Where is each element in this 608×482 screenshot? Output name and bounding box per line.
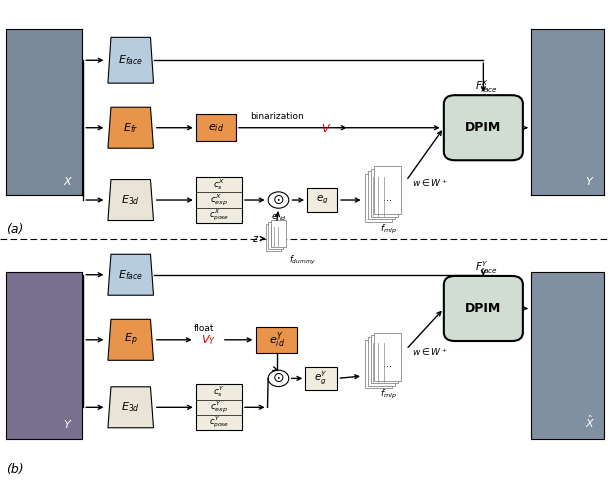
- Polygon shape: [108, 320, 153, 361]
- Text: $e'_{id}$: $e'_{id}$: [271, 211, 286, 223]
- Bar: [305, 367, 337, 390]
- Text: $\odot$: $\odot$: [272, 371, 285, 385]
- Text: $V_Y$: $V_Y$: [201, 333, 215, 347]
- Text: $E_{3d}$: $E_{3d}$: [121, 193, 140, 207]
- Bar: [368, 337, 395, 386]
- Bar: [268, 222, 283, 249]
- Polygon shape: [108, 38, 153, 83]
- Text: float: float: [193, 324, 214, 333]
- FancyBboxPatch shape: [444, 95, 523, 160]
- Polygon shape: [108, 180, 153, 221]
- Text: $\odot$: $\odot$: [272, 192, 285, 207]
- Text: $c_{pose}^X$: $c_{pose}^X$: [209, 208, 229, 223]
- Text: $E_{face}$: $E_{face}$: [118, 268, 143, 281]
- Text: $c_s^Y$: $c_s^Y$: [213, 385, 225, 400]
- Text: $E_{3d}$: $E_{3d}$: [121, 401, 140, 414]
- Text: DPIM: DPIM: [465, 121, 502, 134]
- Text: binarization: binarization: [250, 112, 303, 121]
- Polygon shape: [108, 254, 153, 295]
- Bar: [266, 224, 281, 251]
- Text: $c_{exp}^Y$: $c_{exp}^Y$: [210, 400, 228, 415]
- Text: $f_{mlp}$: $f_{mlp}$: [379, 388, 396, 401]
- Bar: [365, 174, 392, 222]
- Bar: [196, 177, 241, 223]
- Text: $E_p$: $E_p$: [124, 332, 137, 348]
- Text: $e_{id}$: $e_{id}$: [208, 122, 224, 134]
- Text: $c_{exp}^X$: $c_{exp}^X$: [210, 192, 228, 208]
- Text: $V$: $V$: [322, 122, 331, 134]
- Polygon shape: [108, 387, 153, 428]
- Text: $f_{dummy}$: $f_{dummy}$: [289, 254, 316, 267]
- Text: $E_{fr}$: $E_{fr}$: [123, 121, 139, 134]
- Bar: [374, 333, 401, 381]
- Polygon shape: [108, 107, 153, 148]
- Text: ...: ...: [384, 193, 392, 202]
- Bar: [196, 385, 241, 430]
- Text: $f_{mlp}$: $f_{mlp}$: [379, 222, 396, 236]
- Text: $e_{id}^Y$: $e_{id}^Y$: [269, 330, 285, 349]
- Text: (b): (b): [6, 464, 24, 476]
- Bar: [307, 188, 337, 212]
- Bar: [368, 171, 395, 219]
- Text: $E_{face}$: $E_{face}$: [118, 54, 143, 67]
- Text: ...: ...: [384, 359, 392, 369]
- Text: $e_g^Y$: $e_g^Y$: [314, 370, 328, 387]
- Text: (a): (a): [6, 224, 24, 236]
- Text: $c_s^X$: $c_s^X$: [213, 177, 225, 192]
- Bar: [196, 114, 236, 141]
- Text: $c_{pose}^Y$: $c_{pose}^Y$: [209, 415, 229, 430]
- Text: $w \in W^+$: $w \in W^+$: [412, 177, 447, 189]
- Bar: [256, 327, 297, 353]
- Bar: [271, 220, 286, 247]
- Text: $w \in W^+$: $w \in W^+$: [412, 346, 447, 358]
- FancyBboxPatch shape: [444, 276, 523, 341]
- Text: $z$: $z$: [252, 234, 260, 243]
- Bar: [365, 340, 392, 388]
- Text: $e_g$: $e_g$: [316, 194, 328, 206]
- Bar: [374, 166, 401, 214]
- Bar: [371, 335, 398, 383]
- Text: $F_{face}^X$: $F_{face}^X$: [475, 79, 498, 95]
- Text: $F_{face}^Y$: $F_{face}^Y$: [475, 259, 498, 276]
- Text: DPIM: DPIM: [465, 302, 502, 315]
- Bar: [371, 169, 398, 217]
